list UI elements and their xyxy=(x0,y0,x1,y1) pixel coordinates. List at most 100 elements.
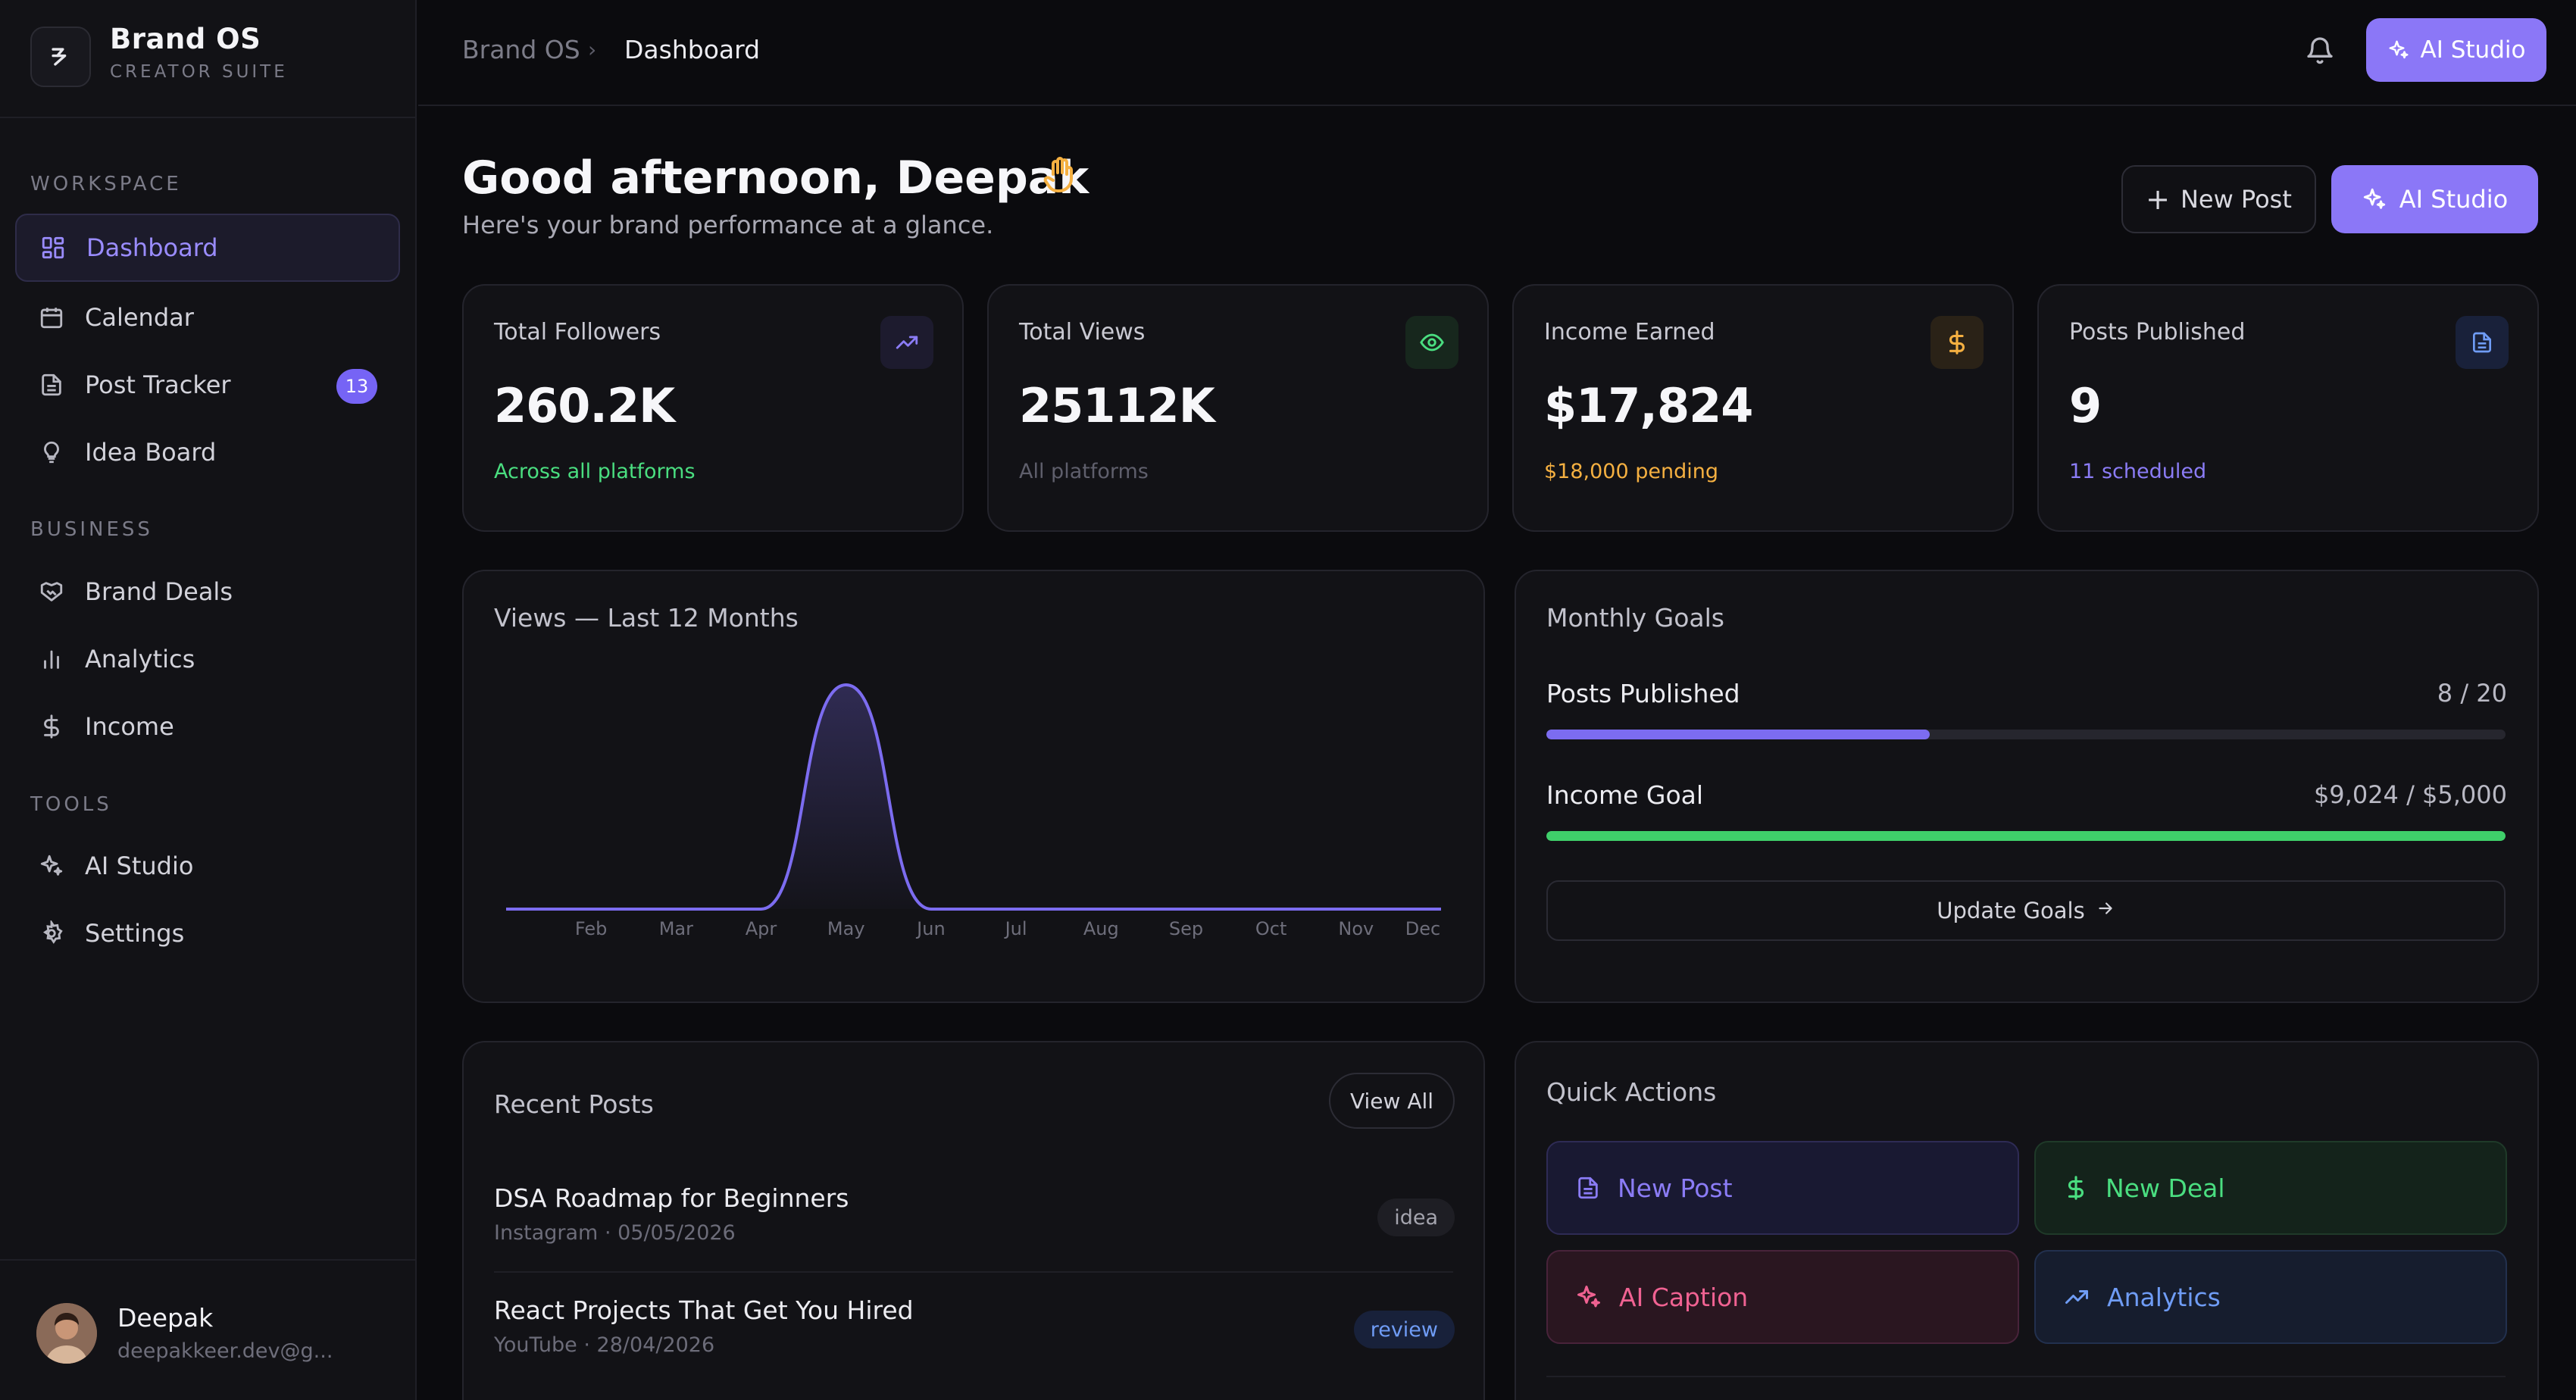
sidebar-item-label: Brand Deals xyxy=(85,577,233,606)
page-title: Good afternoon, Deepak xyxy=(462,152,1089,205)
stat-value: 9 xyxy=(2069,378,2102,433)
x-tick-label: Oct xyxy=(1255,918,1287,939)
ai-studio-button[interactable]: AI Studio xyxy=(2331,165,2538,233)
view-all-button[interactable]: View All xyxy=(1329,1073,1455,1129)
update-goals-button[interactable]: Update Goals xyxy=(1546,880,2506,941)
sparkles-icon xyxy=(38,852,65,880)
divider xyxy=(1546,1376,2506,1377)
brand-name: Brand OS xyxy=(110,23,261,55)
divider xyxy=(494,1271,1453,1273)
goal-value: $9,024 / $5,000 xyxy=(2313,780,2507,809)
quick-action-ai-caption[interactable]: AI Caption xyxy=(1546,1250,2019,1344)
brand-logo-icon[interactable] xyxy=(30,27,91,87)
x-tick-label: Dec xyxy=(1405,918,1440,939)
document-icon xyxy=(1578,1177,1598,1199)
sidebar-item-label: Settings xyxy=(85,919,185,948)
views-area-chart: Feb Mar Apr May Jun Jul Aug Sep Oct Nov Dec xyxy=(505,683,1441,939)
x-tick-label: Jun xyxy=(915,918,946,939)
sparkles-icon xyxy=(2389,40,2409,59)
x-tick-label: May xyxy=(827,918,865,939)
bell-icon[interactable] xyxy=(2305,35,2335,65)
sidebar: Brand OS CREATOR SUITE WORKSPACE Dashboa… xyxy=(0,0,417,1400)
sidebar-item-idea-board[interactable]: Idea Board xyxy=(15,418,400,486)
goal-progress-track xyxy=(1546,831,2506,841)
sidebar-item-brand-deals[interactable]: Brand Deals xyxy=(15,558,400,626)
update-goals-label: Update Goals xyxy=(1937,898,2085,923)
views-chart-card: Views — Last 12 Months Feb Mar Apr May Jun Ju… xyxy=(462,570,1485,1003)
sidebar-item-label: Income xyxy=(85,712,174,741)
post-meta: YouTube · 28/04/2026 xyxy=(494,1333,715,1357)
sparkles-icon xyxy=(2363,188,2385,209)
new-post-button[interactable]: + New Post xyxy=(2121,165,2316,233)
x-tick-label: Aug xyxy=(1083,918,1119,939)
section-label-workspace: WORKSPACE xyxy=(30,173,182,195)
sidebar-item-dashboard[interactable]: Dashboard xyxy=(15,214,400,282)
sidebar-item-ai-studio[interactable]: AI Studio xyxy=(15,832,400,900)
x-tick-label: Feb xyxy=(575,918,608,939)
stat-card-posts[interactable]: Posts Published 9 11 scheduled xyxy=(2037,284,2539,532)
breadcrumb-root[interactable]: Brand OS xyxy=(462,35,580,64)
sidebar-item-settings[interactable]: Settings xyxy=(15,899,400,967)
calendar-icon xyxy=(38,304,65,331)
handshake-icon xyxy=(38,578,65,605)
stat-card-views[interactable]: Total Views 25112K All platforms xyxy=(987,284,1489,532)
stat-label: Total Followers xyxy=(494,319,661,345)
grid-icon xyxy=(39,234,67,261)
stat-subtext: All platforms xyxy=(1019,460,1149,483)
chart-series-line xyxy=(505,683,1441,911)
sparkles-icon xyxy=(1577,1286,1600,1308)
stat-label: Income Earned xyxy=(1544,319,1715,345)
x-tick-label: Jul xyxy=(1004,918,1027,939)
ai-studio-label: AI Studio xyxy=(2399,185,2509,214)
x-tick-label: Apr xyxy=(746,918,777,939)
post-title: DSA Roadmap for Beginners xyxy=(494,1183,849,1213)
post-title: React Projects That Get You Hired xyxy=(494,1295,914,1325)
quick-action-label: New Deal xyxy=(2106,1173,2225,1203)
brand-subtitle: CREATOR SUITE xyxy=(110,62,288,82)
bar-chart-icon xyxy=(38,645,65,673)
ai-studio-top-button[interactable]: AI Studio xyxy=(2366,18,2546,82)
dollar-icon xyxy=(2068,1176,2084,1200)
stat-card-followers[interactable]: Total Followers 260.2K Across all platfo… xyxy=(462,284,964,532)
goals-title: Monthly Goals xyxy=(1546,603,1724,633)
quick-action-new-deal[interactable]: New Deal xyxy=(2034,1141,2507,1235)
quick-action-new-post[interactable]: New Post xyxy=(1546,1141,2019,1235)
quick-action-analytics[interactable]: Analytics xyxy=(2034,1250,2507,1344)
sidebar-item-analytics[interactable]: Analytics xyxy=(15,625,400,693)
goal-label: Posts Published xyxy=(1546,679,1740,708)
eye-icon xyxy=(1405,316,1458,369)
stat-value: 25112K xyxy=(1019,378,1215,433)
goal-value: 8 / 20 xyxy=(2437,679,2507,708)
sidebar-item-label: Analytics xyxy=(85,645,195,673)
breadcrumb-current: Dashboard xyxy=(624,35,761,64)
monthly-goals-card: Monthly Goals Posts Published 8 / 20 Inc… xyxy=(1515,570,2539,1003)
goal-progress-fill xyxy=(1546,831,2506,841)
trending-up-icon xyxy=(880,316,933,369)
goal-progress-fill xyxy=(1546,730,1930,739)
lightbulb-icon xyxy=(38,439,65,466)
avatar[interactable] xyxy=(36,1303,97,1364)
sidebar-item-post-tracker[interactable]: Post Tracker 13 xyxy=(15,351,400,419)
quick-action-label: AI Caption xyxy=(1619,1282,1749,1312)
breadcrumb-separator-icon: › xyxy=(588,37,597,62)
stat-card-income[interactable]: Income Earned $17,824 $18,000 pending xyxy=(1512,284,2014,532)
x-tick-label: Nov xyxy=(1338,918,1374,939)
sidebar-item-calendar[interactable]: Calendar xyxy=(15,283,400,352)
brand-header: Brand OS CREATOR SUITE xyxy=(0,0,417,118)
sidebar-item-income[interactable]: Income xyxy=(15,692,400,761)
quick-actions-card: Quick Actions New Post New Deal AI Capti… xyxy=(1515,1041,2539,1400)
post-meta: Instagram · 05/05/2026 xyxy=(494,1221,736,1245)
dollar-icon xyxy=(38,713,65,740)
ai-studio-label: AI Studio xyxy=(2420,36,2526,64)
user-profile[interactable]: Deepak deepakkeer.dev@g... xyxy=(0,1259,417,1400)
status-badge: idea xyxy=(1377,1198,1455,1236)
goal-label: Income Goal xyxy=(1546,780,1704,810)
document-icon xyxy=(2456,316,2509,369)
sidebar-item-label: Calendar xyxy=(85,303,194,332)
stat-label: Total Views xyxy=(1019,319,1146,345)
stat-subtext: Across all platforms xyxy=(494,460,696,483)
sidebar-item-label: Post Tracker xyxy=(85,370,231,399)
recent-posts-card: Recent Posts View All DSA Roadmap for Be… xyxy=(462,1041,1485,1400)
status-badge: review xyxy=(1353,1311,1455,1348)
file-icon xyxy=(38,371,65,398)
